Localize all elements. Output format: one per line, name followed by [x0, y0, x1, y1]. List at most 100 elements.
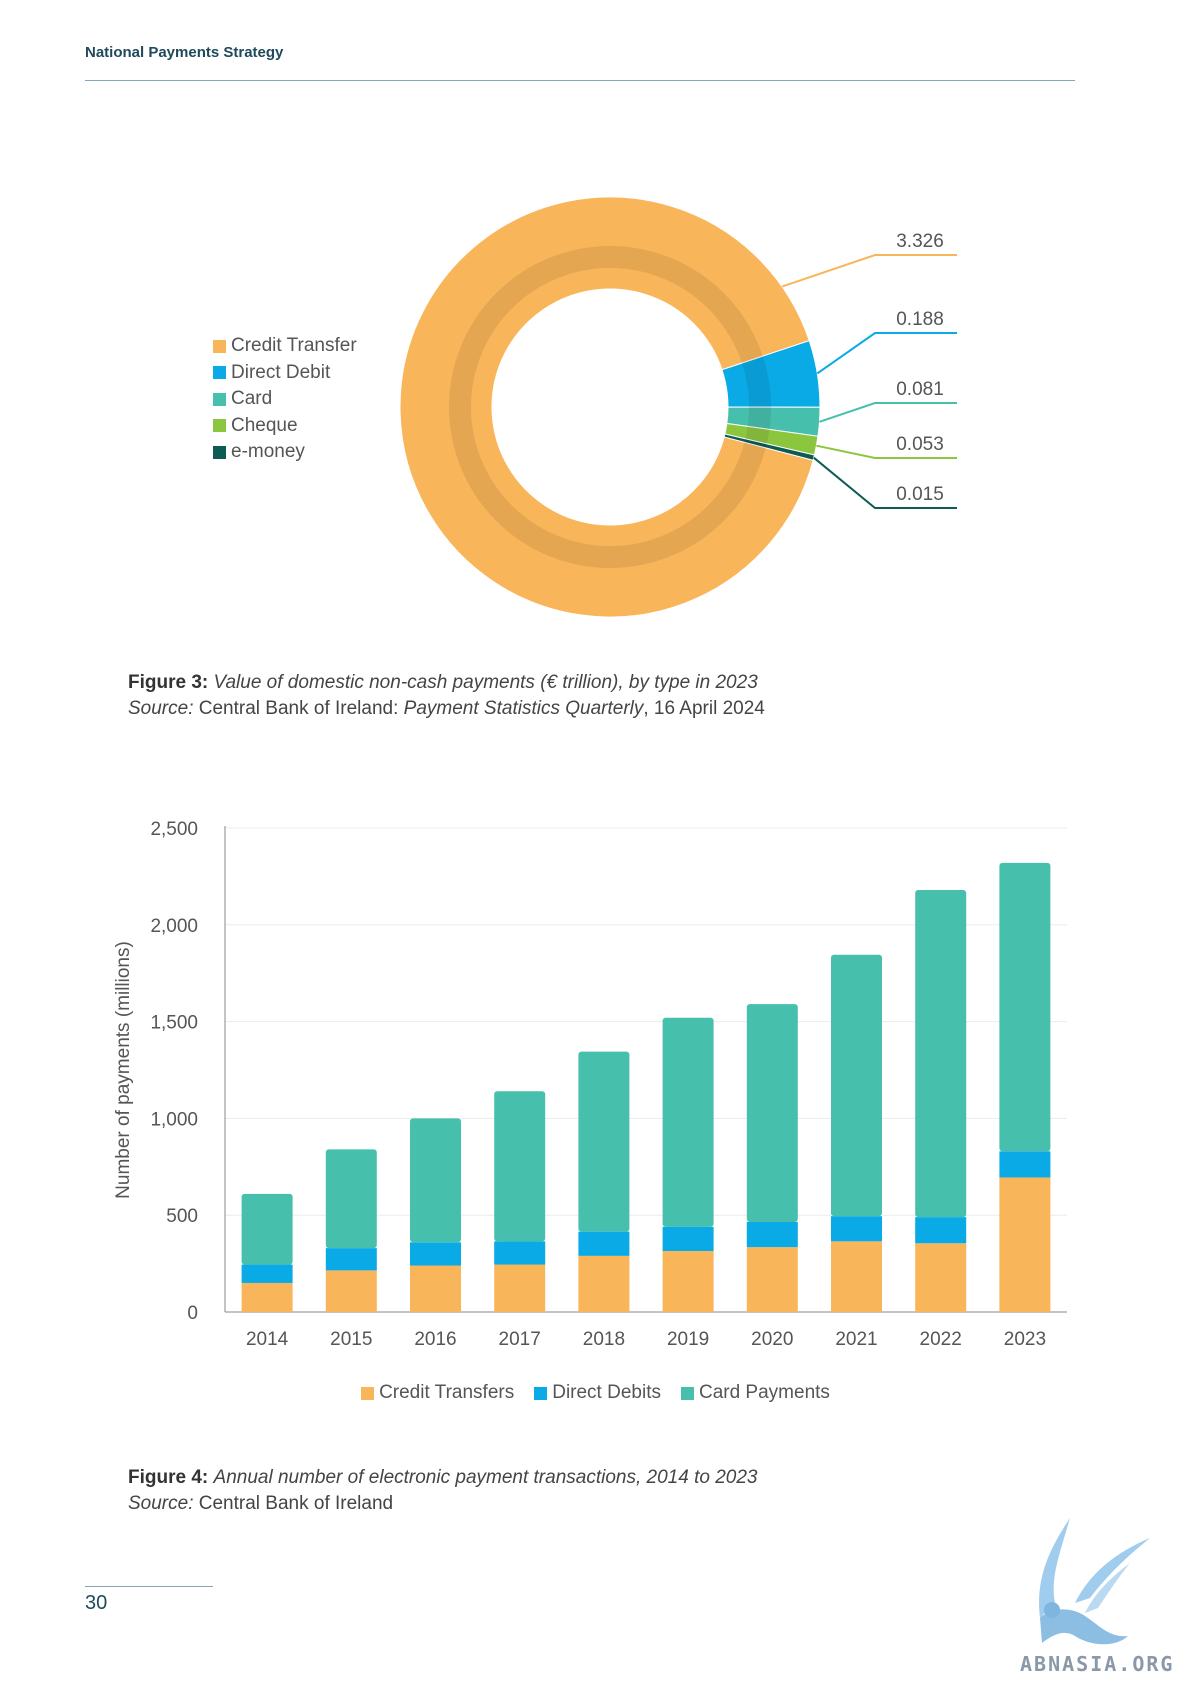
figure4-caption: Figure 4: Annual number of electronic pa… — [128, 1465, 757, 1517]
x-tick-label: 2016 — [414, 1329, 456, 1350]
x-tick-label: 2020 — [751, 1329, 793, 1350]
bar-legend: Credit Transfers Direct Debits Card Paymen… — [0, 1382, 1191, 1404]
bar-segment-direct-debits — [999, 1151, 1051, 1178]
stacked-bar-chart: 0 500 1,000 1,500 2,000 2,500 Number of paymen… — [113, 819, 1067, 1350]
bar-segment-card-payments — [494, 1091, 546, 1242]
legend-label: Direct Debits — [552, 1382, 661, 1403]
bar-segment-direct-debits — [915, 1217, 967, 1244]
donut-chart: 3.326 0.188 0.081 0.053 0.015 — [399, 196, 957, 618]
bar-segment-card-payments — [325, 1149, 377, 1249]
y-tick-label: 0 — [187, 1303, 198, 1324]
donut-legend: Credit Transfer Direct Debit Card Cheque e-m… — [213, 333, 357, 466]
donut-value-label: 0.188 — [896, 309, 944, 330]
bar-segment-direct-debits — [662, 1226, 714, 1252]
bar-segment-card-payments — [915, 889, 967, 1218]
legend-swatch — [680, 1386, 694, 1400]
legend-label: e-money — [231, 441, 305, 463]
figure4-caption-label: Figure 4: — [128, 1467, 209, 1488]
donut-leader-line — [813, 456, 957, 509]
legend-label: Cheque — [231, 414, 298, 436]
donut-leader-line — [816, 444, 957, 459]
bar-segment-credit-transfers — [410, 1265, 461, 1312]
bar-segment-direct-debits — [410, 1242, 461, 1266]
legend-item: Card — [213, 386, 357, 413]
bar-segment-credit-transfers — [325, 1270, 377, 1312]
bar-segment-card-payments — [241, 1193, 293, 1265]
legend-label: Credit Transfers — [379, 1382, 515, 1403]
y-tick-label: 2,000 — [150, 916, 198, 937]
x-tick-label: 2014 — [246, 1329, 289, 1350]
x-tick-label: 2018 — [583, 1329, 625, 1350]
bar-segment-direct-debits — [578, 1231, 630, 1256]
x-tick-label: 2017 — [499, 1329, 541, 1350]
watermark: ABNASIA.ORG — [1020, 1652, 1175, 1676]
bar-segment-direct-debits — [746, 1221, 798, 1248]
bar-segment-credit-transfers — [999, 1177, 1051, 1312]
legend-item: Cheque — [213, 413, 357, 440]
donut-leader-line — [816, 332, 957, 375]
figure4-caption-text: Annual number of electronic payment tran… — [213, 1467, 758, 1488]
x-tick-label: 2021 — [835, 1329, 877, 1350]
bar-segment-card-payments — [999, 862, 1051, 1152]
bar-segment-card-payments — [662, 1017, 714, 1227]
legend-label: Credit Transfer — [231, 335, 357, 357]
x-tick-label: 2023 — [1004, 1329, 1046, 1350]
footer-divider — [85, 1586, 213, 1587]
bar-segment-credit-transfers — [578, 1255, 630, 1312]
legend-item: e-money — [213, 439, 357, 466]
y-tick-label: 1,500 — [150, 1013, 198, 1034]
bar-segment-credit-transfers — [831, 1241, 882, 1312]
legend-label: Card — [231, 388, 273, 410]
legend-item: Card Payments — [680, 1382, 830, 1404]
donut-inner-shadow — [449, 246, 771, 568]
header-divider — [85, 80, 1075, 81]
donut-value-label: 0.015 — [896, 484, 944, 505]
donut-slice-credit-transfer — [399, 196, 814, 618]
legend-item: Direct Debits — [534, 1382, 661, 1404]
y-tick-label: 1,000 — [150, 1109, 198, 1130]
legend-swatch — [213, 419, 226, 433]
bar-segment-direct-debits — [241, 1264, 293, 1283]
y-tick-label: 2,500 — [150, 819, 198, 840]
figure4-source-text: Central Bank of Ireland — [198, 1493, 394, 1514]
x-tick-label: 2022 — [920, 1329, 962, 1350]
bar-segment-card-payments — [410, 1118, 461, 1243]
griffin-logo-icon — [1039, 1518, 1150, 1645]
bar-segment-credit-transfers — [494, 1264, 546, 1312]
legend-label: Direct Debit — [231, 361, 331, 383]
figure3-source-date: , 16 April 2024 — [643, 698, 765, 719]
donut-leader-line — [819, 402, 957, 423]
page-number: 30 — [85, 1592, 108, 1614]
figure3-source-text: Central Bank of Ireland: — [198, 698, 399, 719]
bar-segment-credit-transfers — [241, 1282, 293, 1312]
figure3-caption-text: Value of domestic non-cash payments (€ t… — [213, 672, 758, 693]
y-tick-label: 500 — [166, 1206, 198, 1227]
bar-segment-card-payments — [578, 1051, 630, 1232]
running-header: National Payments Strategy — [85, 44, 284, 61]
bar-segment-credit-transfers — [915, 1243, 967, 1312]
legend-swatch — [213, 366, 226, 380]
donut-slice-e-money — [723, 433, 816, 461]
bar-segment-direct-debits — [831, 1216, 882, 1242]
donut-value-label: 3.326 — [896, 231, 944, 252]
figure3-source-title: Payment Statistics Quarterly — [403, 698, 644, 719]
legend-swatch — [534, 1386, 548, 1400]
bar-segment-direct-debits — [325, 1248, 377, 1271]
figure3-caption-label: Figure 3: — [128, 672, 209, 693]
donut-value-label: 0.081 — [896, 379, 944, 400]
legend-swatch — [213, 392, 226, 406]
bar-segment-credit-transfers — [746, 1247, 798, 1312]
bar-segment-card-payments — [746, 1004, 798, 1222]
x-tick-label: 2015 — [330, 1329, 372, 1350]
donut-value-label: 0.053 — [896, 434, 944, 455]
bar-segment-card-payments — [831, 954, 882, 1217]
legend-item: Credit Transfer — [213, 333, 357, 360]
legend-swatch — [213, 339, 226, 353]
legend-swatch — [361, 1386, 375, 1400]
y-axis-label: Number of payments (millions) — [113, 941, 134, 1199]
bar-segment-credit-transfers — [662, 1251, 714, 1312]
legend-swatch — [213, 445, 226, 459]
x-tick-label: 2019 — [667, 1329, 709, 1350]
legend-item: Credit Transfers — [361, 1382, 514, 1404]
donut-leader-line — [781, 254, 957, 288]
